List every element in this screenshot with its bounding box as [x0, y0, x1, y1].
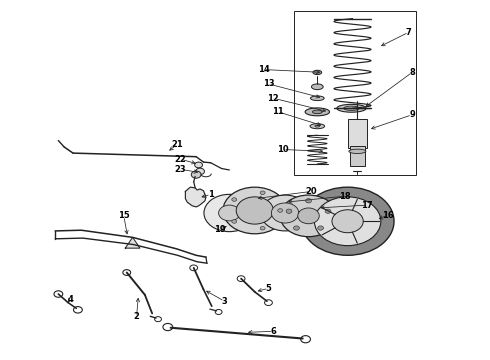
Bar [294, 12, 416, 175]
Ellipse shape [305, 108, 330, 116]
Text: 8: 8 [409, 68, 415, 77]
Text: 17: 17 [361, 201, 373, 210]
Ellipse shape [310, 124, 325, 129]
Circle shape [271, 203, 299, 223]
Ellipse shape [311, 96, 324, 100]
Circle shape [280, 195, 337, 237]
Text: 7: 7 [406, 28, 412, 37]
Text: 19: 19 [214, 225, 225, 234]
Text: 5: 5 [266, 284, 271, 293]
Circle shape [236, 197, 273, 224]
Text: 6: 6 [270, 327, 276, 336]
Text: 18: 18 [340, 192, 351, 201]
Text: 10: 10 [277, 145, 289, 154]
Ellipse shape [313, 70, 322, 75]
Text: 15: 15 [118, 211, 130, 220]
Ellipse shape [315, 125, 320, 127]
Text: 1: 1 [208, 190, 214, 199]
Ellipse shape [349, 149, 366, 153]
Circle shape [306, 199, 312, 203]
Circle shape [298, 208, 319, 224]
Circle shape [191, 171, 201, 178]
Text: 4: 4 [67, 294, 73, 303]
Text: 13: 13 [263, 80, 274, 89]
Bar [350, 146, 365, 166]
Text: 11: 11 [272, 107, 284, 116]
Text: 9: 9 [409, 110, 415, 119]
Circle shape [260, 191, 265, 194]
Circle shape [315, 197, 381, 246]
Text: 2: 2 [134, 312, 140, 321]
Circle shape [286, 209, 292, 213]
Bar [347, 119, 367, 148]
Circle shape [301, 187, 394, 255]
Circle shape [278, 209, 283, 212]
Text: 12: 12 [268, 94, 279, 103]
Text: 23: 23 [175, 165, 186, 174]
Circle shape [196, 168, 204, 175]
Circle shape [260, 226, 265, 230]
Circle shape [318, 226, 323, 230]
Circle shape [219, 205, 240, 221]
Circle shape [261, 195, 310, 231]
Circle shape [232, 220, 237, 223]
Text: 3: 3 [221, 297, 227, 306]
Text: 21: 21 [172, 140, 183, 149]
Circle shape [232, 198, 237, 201]
Polygon shape [185, 187, 206, 207]
Ellipse shape [313, 110, 322, 114]
Ellipse shape [337, 104, 366, 112]
Circle shape [325, 209, 331, 213]
Ellipse shape [343, 106, 359, 111]
Text: 20: 20 [305, 187, 317, 196]
Circle shape [332, 210, 363, 233]
Circle shape [204, 194, 255, 231]
Text: 14: 14 [258, 65, 270, 74]
Text: 16: 16 [382, 211, 393, 220]
Circle shape [223, 187, 287, 234]
Circle shape [294, 226, 299, 230]
Ellipse shape [312, 84, 323, 90]
Circle shape [195, 162, 202, 168]
Polygon shape [125, 237, 140, 248]
Text: 22: 22 [174, 155, 186, 164]
